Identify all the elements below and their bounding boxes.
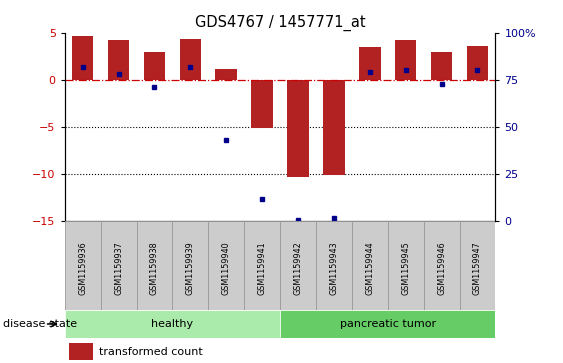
Bar [395,40,417,80]
Title: GDS4767 / 1457771_at: GDS4767 / 1457771_at [195,15,365,31]
Bar [323,80,345,175]
Text: GSM1159945: GSM1159945 [401,242,410,295]
FancyBboxPatch shape [352,221,388,310]
FancyBboxPatch shape [101,221,137,310]
Text: GSM1159943: GSM1159943 [329,242,338,295]
Bar [144,53,166,80]
FancyBboxPatch shape [280,221,316,310]
Bar [431,53,452,80]
Text: GSM1159939: GSM1159939 [186,242,195,295]
Bar [72,36,93,80]
Text: GSM1159937: GSM1159937 [114,242,123,295]
FancyBboxPatch shape [316,221,352,310]
FancyBboxPatch shape [244,221,280,310]
FancyBboxPatch shape [65,221,101,310]
Text: healthy: healthy [151,319,194,329]
Text: disease state: disease state [3,319,77,329]
Text: GSM1159946: GSM1159946 [437,242,446,295]
Bar [69,343,93,360]
Text: GSM1159947: GSM1159947 [473,242,482,295]
FancyBboxPatch shape [459,221,495,310]
FancyBboxPatch shape [388,221,424,310]
Bar [180,39,201,80]
FancyBboxPatch shape [65,310,280,338]
Bar [251,80,273,128]
FancyBboxPatch shape [137,221,172,310]
Text: GSM1159940: GSM1159940 [222,242,231,295]
Bar [216,69,237,80]
Bar [108,40,129,80]
FancyBboxPatch shape [280,310,495,338]
Text: GSM1159938: GSM1159938 [150,242,159,295]
Text: GSM1159936: GSM1159936 [78,242,87,295]
Bar [359,47,381,80]
Bar [467,46,488,80]
FancyBboxPatch shape [424,221,459,310]
FancyBboxPatch shape [172,221,208,310]
Text: transformed count: transformed count [99,347,203,356]
Text: GSM1159944: GSM1159944 [365,242,374,295]
Text: GSM1159942: GSM1159942 [293,242,302,295]
Bar [287,80,309,177]
FancyBboxPatch shape [208,221,244,310]
Text: GSM1159941: GSM1159941 [258,242,267,295]
Text: pancreatic tumor: pancreatic tumor [339,319,436,329]
